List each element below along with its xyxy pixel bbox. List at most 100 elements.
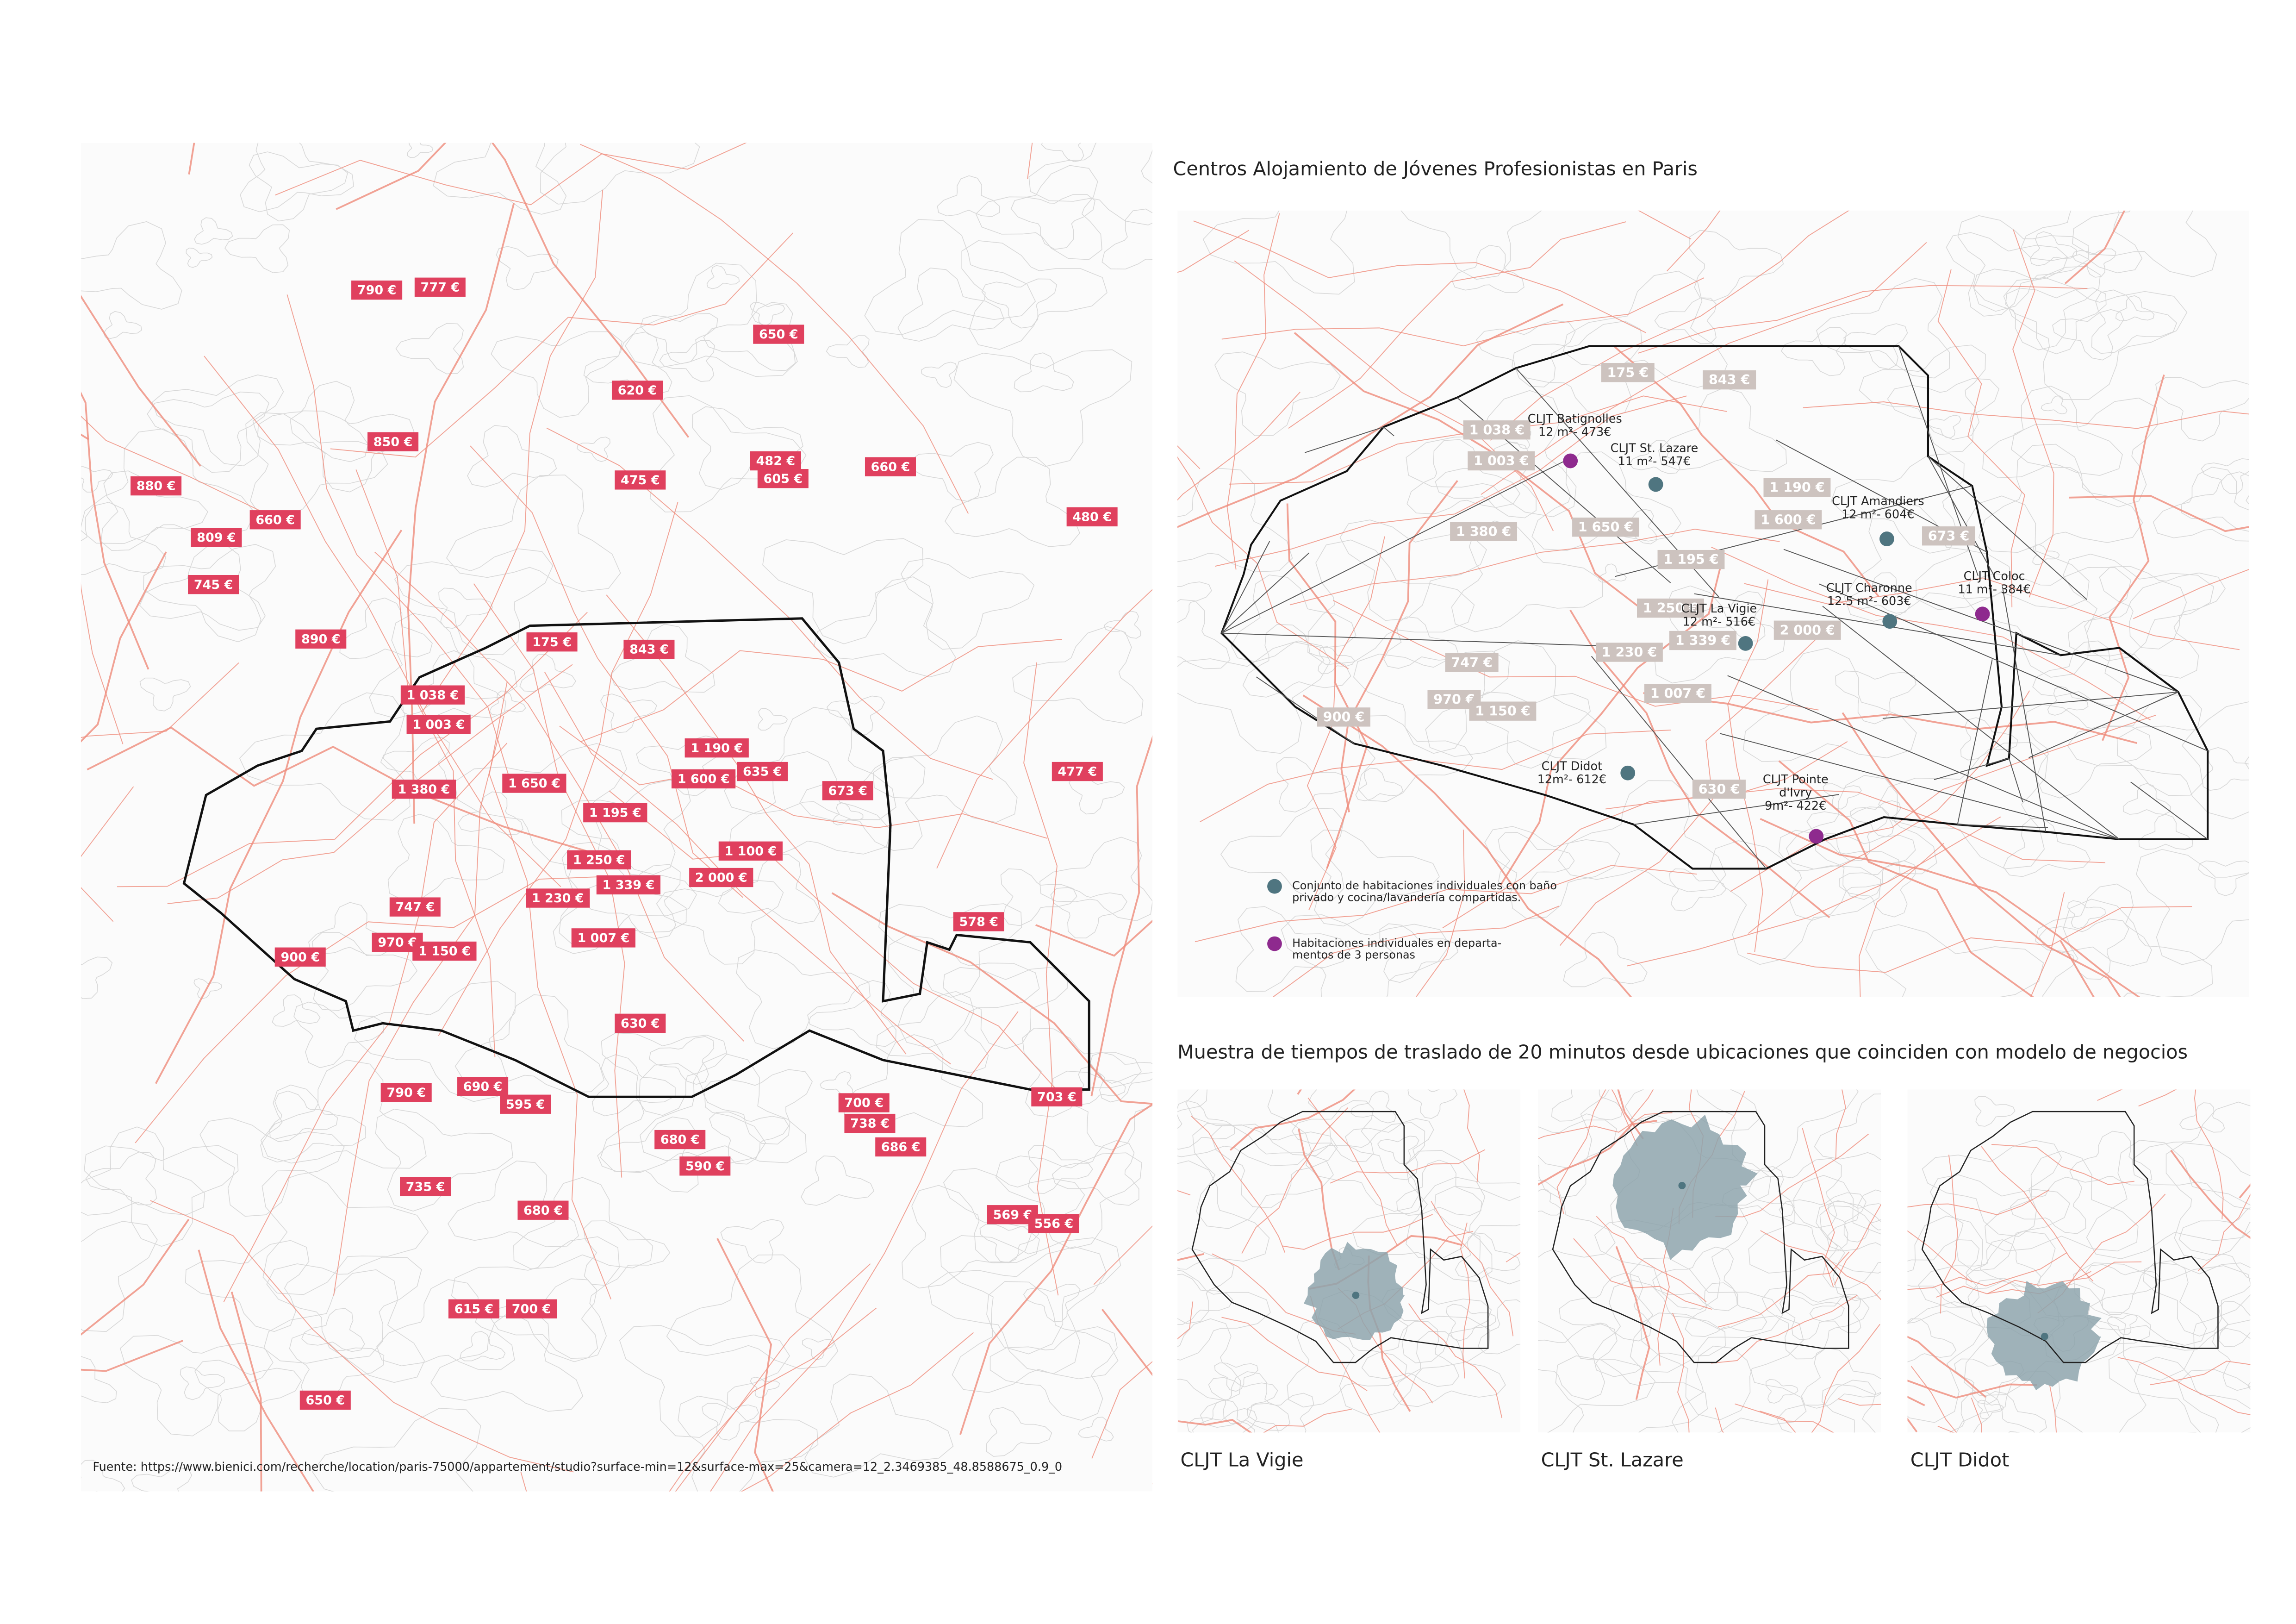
price-label-bg: [1066, 507, 1118, 527]
contour: [1498, 832, 1575, 890]
price-label: 747 €: [1451, 655, 1493, 670]
road: [2197, 1193, 2251, 1271]
paris-boundary: [1191, 1111, 1489, 1363]
contour: [269, 1090, 338, 1142]
road: [155, 529, 403, 1084]
contour: [1776, 1380, 1876, 1433]
contour: [1393, 1331, 1506, 1407]
price-label-bg: [295, 629, 347, 649]
road: [2012, 229, 2054, 598]
contour: [1451, 244, 1524, 293]
price-label: 605 €: [764, 472, 803, 486]
contour: [1780, 327, 1847, 376]
contour: [496, 246, 559, 291]
contour: [1669, 868, 1727, 912]
road: [1226, 213, 1280, 570]
center-label: CLJT Batignolles: [1528, 412, 1622, 425]
contour: [354, 981, 516, 1102]
road: [1573, 1238, 1712, 1310]
road: [1907, 1230, 1972, 1283]
contour: [540, 143, 700, 205]
road: [2102, 374, 2165, 741]
price-label-bg: [1052, 762, 1103, 781]
contour: [139, 677, 191, 712]
price-label: 1 003 €: [412, 718, 465, 732]
road: [1500, 559, 1724, 886]
contour: [1816, 1200, 1881, 1301]
contour: [1484, 826, 1620, 919]
contour: [2035, 883, 2152, 967]
contour: [1242, 624, 1351, 698]
contour: [2138, 814, 2193, 850]
price-label-bg: [953, 912, 1004, 931]
road: [1643, 692, 2138, 744]
map-background: [1907, 1089, 2251, 1433]
contour: [1000, 868, 1077, 926]
price-label-bg: [249, 510, 301, 530]
contour: [1823, 783, 1862, 810]
contour: [2041, 395, 2068, 414]
contour: [81, 1221, 158, 1332]
road: [1431, 1201, 1514, 1337]
road: [1408, 1303, 1503, 1418]
contour: [1779, 1192, 1867, 1251]
contour: [2115, 295, 2155, 321]
contour: [1978, 443, 2143, 553]
contour: [152, 375, 284, 467]
contour: [1355, 768, 1404, 801]
road: [1760, 1230, 1881, 1300]
price-label-bg: [406, 715, 471, 734]
center-label: 11 m²- 547€: [1618, 454, 1691, 468]
contour: [1878, 742, 2048, 869]
contour: [2136, 849, 2249, 965]
contour: [1907, 1301, 1985, 1423]
road: [2194, 1089, 2224, 1219]
price-label: 690 €: [463, 1080, 503, 1094]
road: [1307, 1097, 1398, 1246]
travel-title: Muestra de tiempos de traslado de 20 min…: [1177, 1041, 2188, 1063]
street: [1221, 632, 1605, 647]
road: [1559, 628, 1827, 946]
center-label: 11 m²- 384€: [1958, 582, 2030, 596]
contour: [2116, 701, 2249, 820]
contour: [2099, 566, 2226, 650]
price-label: 735 €: [406, 1180, 445, 1194]
road: [275, 143, 747, 206]
contour: [1977, 1399, 2004, 1419]
road: [1177, 1301, 1194, 1340]
contour: [460, 1331, 506, 1362]
price-label: 1 380 €: [1456, 524, 1511, 539]
road: [1981, 1146, 2094, 1282]
road: [1987, 1261, 2142, 1294]
contour: [1748, 1158, 1842, 1229]
contour: [1177, 468, 1293, 573]
price-label-bg: [1755, 510, 1822, 530]
contour: [1839, 860, 1916, 918]
price-label: 686 €: [881, 1140, 921, 1155]
road: [2117, 1357, 2251, 1415]
contour: [975, 165, 1102, 260]
price-label-bg: [400, 1177, 451, 1197]
contour: [81, 956, 113, 999]
price-label-bg: [623, 639, 675, 659]
contour: [519, 654, 577, 692]
contour: [953, 349, 1132, 467]
contour: [979, 1224, 1039, 1263]
price-label-bg: [1031, 1087, 1083, 1107]
street: [1957, 659, 1993, 825]
contour: [1685, 1282, 1767, 1337]
contour: [2091, 289, 2177, 354]
contour: [1819, 1205, 1881, 1290]
contour: [1381, 1287, 1492, 1363]
contour: [2042, 899, 2213, 997]
contour: [311, 932, 417, 1011]
price-label: 630 €: [1699, 781, 1740, 797]
street: [1819, 583, 2208, 751]
road: [1442, 741, 1848, 929]
road: [1744, 577, 2240, 650]
price-label: 673 €: [1928, 528, 1970, 543]
price-label: 680 €: [660, 1133, 700, 1147]
paris-boundary: [1921, 1111, 2219, 1363]
price-label-bg: [380, 1083, 432, 1102]
contour: [2108, 1319, 2251, 1433]
